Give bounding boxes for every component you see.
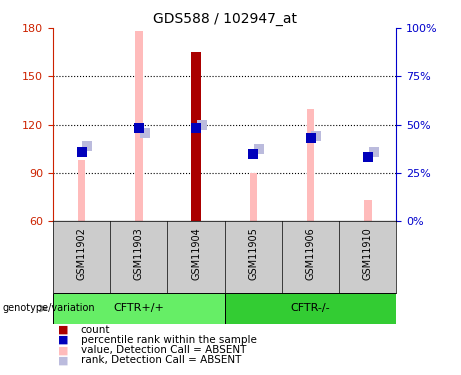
Text: GSM11902: GSM11902 — [77, 227, 87, 280]
Text: GSM11905: GSM11905 — [248, 227, 258, 280]
Text: ■: ■ — [58, 345, 68, 355]
Text: CFTR-/-: CFTR-/- — [291, 303, 331, 313]
Bar — [192, 52, 200, 221]
Bar — [250, 173, 257, 221]
Point — [192, 125, 200, 131]
Point — [198, 122, 206, 128]
Text: ■: ■ — [58, 335, 68, 345]
Point — [364, 154, 372, 160]
Text: count: count — [81, 325, 110, 335]
Text: GSM11910: GSM11910 — [363, 227, 373, 280]
Point — [84, 142, 91, 148]
Point — [370, 149, 377, 155]
Text: value, Detection Call = ABSENT: value, Detection Call = ABSENT — [81, 345, 246, 355]
Text: GSM11904: GSM11904 — [191, 227, 201, 280]
Point — [307, 135, 314, 141]
Text: ■: ■ — [58, 356, 68, 365]
Bar — [53, 292, 225, 324]
Bar — [135, 32, 142, 221]
Text: GSM11906: GSM11906 — [306, 227, 316, 280]
Bar — [225, 292, 396, 324]
Text: rank, Detection Call = ABSENT: rank, Detection Call = ABSENT — [81, 356, 241, 365]
Point — [78, 149, 85, 155]
Point — [313, 133, 320, 139]
Text: ■: ■ — [58, 325, 68, 335]
Point — [250, 151, 257, 157]
Point — [135, 125, 142, 131]
Text: GSM11903: GSM11903 — [134, 227, 144, 280]
Bar — [191, 52, 201, 221]
Bar — [307, 109, 314, 221]
Text: genotype/variation: genotype/variation — [2, 303, 95, 313]
Text: CFTR+/+: CFTR+/+ — [113, 303, 164, 313]
Title: GDS588 / 102947_at: GDS588 / 102947_at — [153, 12, 297, 26]
Bar — [78, 160, 85, 221]
Bar — [364, 200, 372, 221]
Point — [141, 130, 148, 136]
Text: percentile rank within the sample: percentile rank within the sample — [81, 335, 257, 345]
Point — [255, 146, 263, 152]
